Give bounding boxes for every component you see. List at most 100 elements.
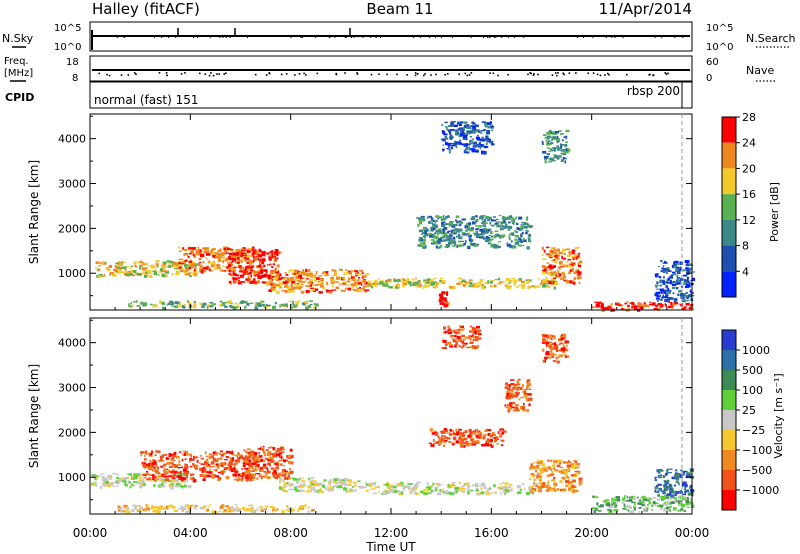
velocity-cell [655,502,659,505]
power-cell [120,261,122,264]
velocity-cell [172,455,177,458]
velocity-cell [535,464,540,467]
power-cell [286,278,291,282]
velocity-cell [659,469,664,472]
velocity-cell [145,474,148,477]
power-cell [171,263,174,265]
power-cell [485,216,488,220]
power-cell [468,131,473,134]
power-cell [637,302,642,307]
power-cell [199,264,203,268]
power-cell [121,261,123,263]
power-cell [211,253,216,255]
power-cell [362,275,367,278]
velocity-cell [104,477,108,481]
power-cell [522,237,525,241]
velocity-cell [323,482,325,484]
power-cell [222,301,224,305]
power-cell [411,278,415,281]
velocity-cell [247,470,251,472]
velocity-region-1 [140,450,257,483]
velocity-cell [250,452,254,455]
power-cell [240,300,245,304]
power-cell [506,243,512,247]
nave-point [158,72,161,74]
velocity-cell [143,473,147,475]
velocity-cell [528,486,533,490]
velocity-cell [613,509,618,512]
velocity-cell [458,344,461,347]
velocity-cell [186,475,188,479]
power-cell [665,289,670,292]
velocity-cell [558,343,561,346]
power-cell [686,297,689,300]
power-cell [521,231,524,235]
velocity-cell [160,465,163,468]
velocity-cell [329,487,332,491]
power-cell [269,251,274,254]
power-cell [509,238,511,241]
power-cell [257,270,261,272]
power-cell [447,230,451,233]
velocity-cell [488,486,491,489]
power-cell [330,277,334,280]
velocity-cell [192,504,195,507]
velocity-cell [653,504,657,507]
power-cell [554,273,558,276]
power-cell [354,270,358,272]
power-cell [511,217,514,221]
velocity-cell [180,505,184,509]
velocity-cell [259,447,261,451]
power-cell [457,277,463,280]
velocity-cell [163,507,165,509]
velocity-cell [592,495,596,498]
velocity-cell [544,485,549,488]
velocity-cell [611,501,613,505]
power-cell [453,244,457,247]
power-cell [481,218,484,221]
power-cell [313,303,316,306]
velocity-cell [553,344,559,348]
power-cell [554,281,559,285]
velocity-cell [267,459,272,462]
nave-point [180,73,183,75]
velocity-cell [652,501,656,504]
velocity-cell [547,337,551,339]
velocity-cell [118,479,121,482]
power-cell [206,305,209,309]
power-cell [475,149,479,151]
velocity-cell [284,470,288,473]
velocity-cell [546,484,551,487]
power-cell [420,238,423,242]
velocity-cell [213,469,217,471]
velocity-cell [213,459,215,461]
power-cell [202,260,205,264]
velocity-cell [410,482,413,485]
velocity-cell [177,475,182,479]
velocity-cell [452,431,455,435]
velocity-cell [146,471,149,473]
velocity-cell [145,504,148,507]
velocity-cell [547,343,551,348]
power-cell [129,273,133,276]
power-cell [485,137,490,141]
power-cell [498,277,501,281]
velocity-cell [265,472,268,476]
power-cell [483,130,486,132]
power-cell [429,234,434,238]
power-cell [186,264,189,266]
velocity-cell [563,469,568,471]
velocity-cell [231,463,234,466]
velocity-cell [448,432,452,436]
power-cell [261,261,265,265]
power-cell [546,253,550,255]
power-cell [274,285,279,288]
velocity-cell [256,477,259,481]
velocity-cell [436,492,442,496]
power-cell [239,274,244,278]
power-cell [266,280,270,283]
power-cell [201,250,204,253]
velocity-cell [677,509,682,512]
velocity-cell [654,489,657,493]
power-cell [461,282,464,286]
